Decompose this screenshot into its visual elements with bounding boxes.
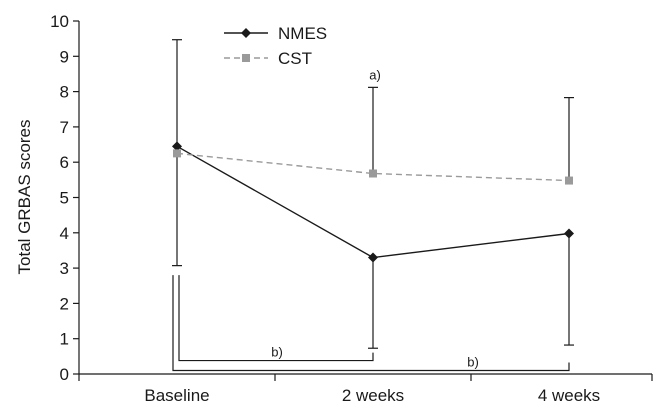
point-cst bbox=[565, 176, 573, 185]
significance-label: b) bbox=[271, 345, 283, 360]
y-tick-label: 9 bbox=[60, 47, 69, 66]
x-tick-label: 4 weeks bbox=[538, 386, 600, 405]
y-tick-label: 10 bbox=[50, 12, 69, 31]
x-tick-label: Baseline bbox=[144, 386, 209, 405]
significance-brackets: b) b) bbox=[172, 275, 570, 372]
legend-marker-nmes bbox=[241, 28, 251, 38]
point-cst bbox=[173, 149, 181, 158]
point-cst bbox=[369, 169, 377, 178]
legend-label-nmes: NMES bbox=[278, 24, 327, 43]
point-nmes bbox=[172, 141, 182, 152]
legend-label-cst: CST bbox=[278, 49, 312, 68]
y-tick-label: 7 bbox=[60, 118, 69, 137]
y-axis-title: Total GRBAS scores bbox=[15, 120, 34, 275]
x-tick-label: 2 weeks bbox=[342, 386, 404, 405]
y-tick-label: 2 bbox=[60, 294, 69, 313]
y-tick-label: 6 bbox=[60, 153, 69, 172]
point-nmes bbox=[368, 252, 378, 263]
legend: NMES CST bbox=[224, 24, 327, 68]
significance-label: b) bbox=[467, 354, 479, 369]
y-tick-label: 3 bbox=[60, 259, 69, 278]
plot-area: a) bbox=[172, 39, 574, 349]
series-line-cst bbox=[176, 152, 570, 182]
y-tick-label: 4 bbox=[60, 224, 69, 243]
y-tick-label: 8 bbox=[60, 83, 69, 102]
significance-bracket bbox=[178, 275, 374, 362]
x-axis: Baseline 2 weeks 4 weeks bbox=[78, 373, 653, 405]
y-tick-label: 1 bbox=[60, 330, 69, 349]
legend-marker-cst bbox=[242, 54, 250, 62]
y-axis: 0 1 2 3 4 5 6 7 8 9 10 Total GRBAS scores bbox=[15, 12, 80, 384]
y-tick-label: 0 bbox=[60, 365, 69, 384]
point-nmes bbox=[564, 228, 574, 239]
significance-bracket bbox=[172, 275, 570, 372]
y-tick-label: 5 bbox=[60, 189, 69, 208]
annotation-label: a) bbox=[369, 68, 381, 83]
